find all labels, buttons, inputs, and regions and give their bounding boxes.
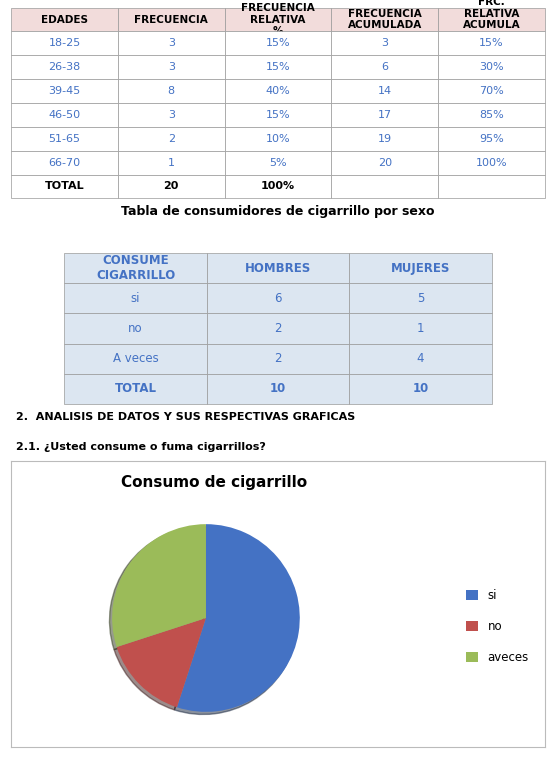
Legend: si, no, aveces: si, no, aveces <box>461 584 534 668</box>
Text: Tabla de consumidores de cigarrillo por sexo: Tabla de consumidores de cigarrillo por … <box>121 205 435 218</box>
Text: Consumo de cigarrillo: Consumo de cigarrillo <box>121 475 307 490</box>
Text: 2.1. ¿Usted consume o fuma cigarrillos?: 2.1. ¿Usted consume o fuma cigarrillos? <box>17 442 266 453</box>
Text: 2.  ANALISIS DE DATOS Y SUS RESPECTIVAS GRAFICAS: 2. ANALISIS DE DATOS Y SUS RESPECTIVAS G… <box>17 412 356 422</box>
